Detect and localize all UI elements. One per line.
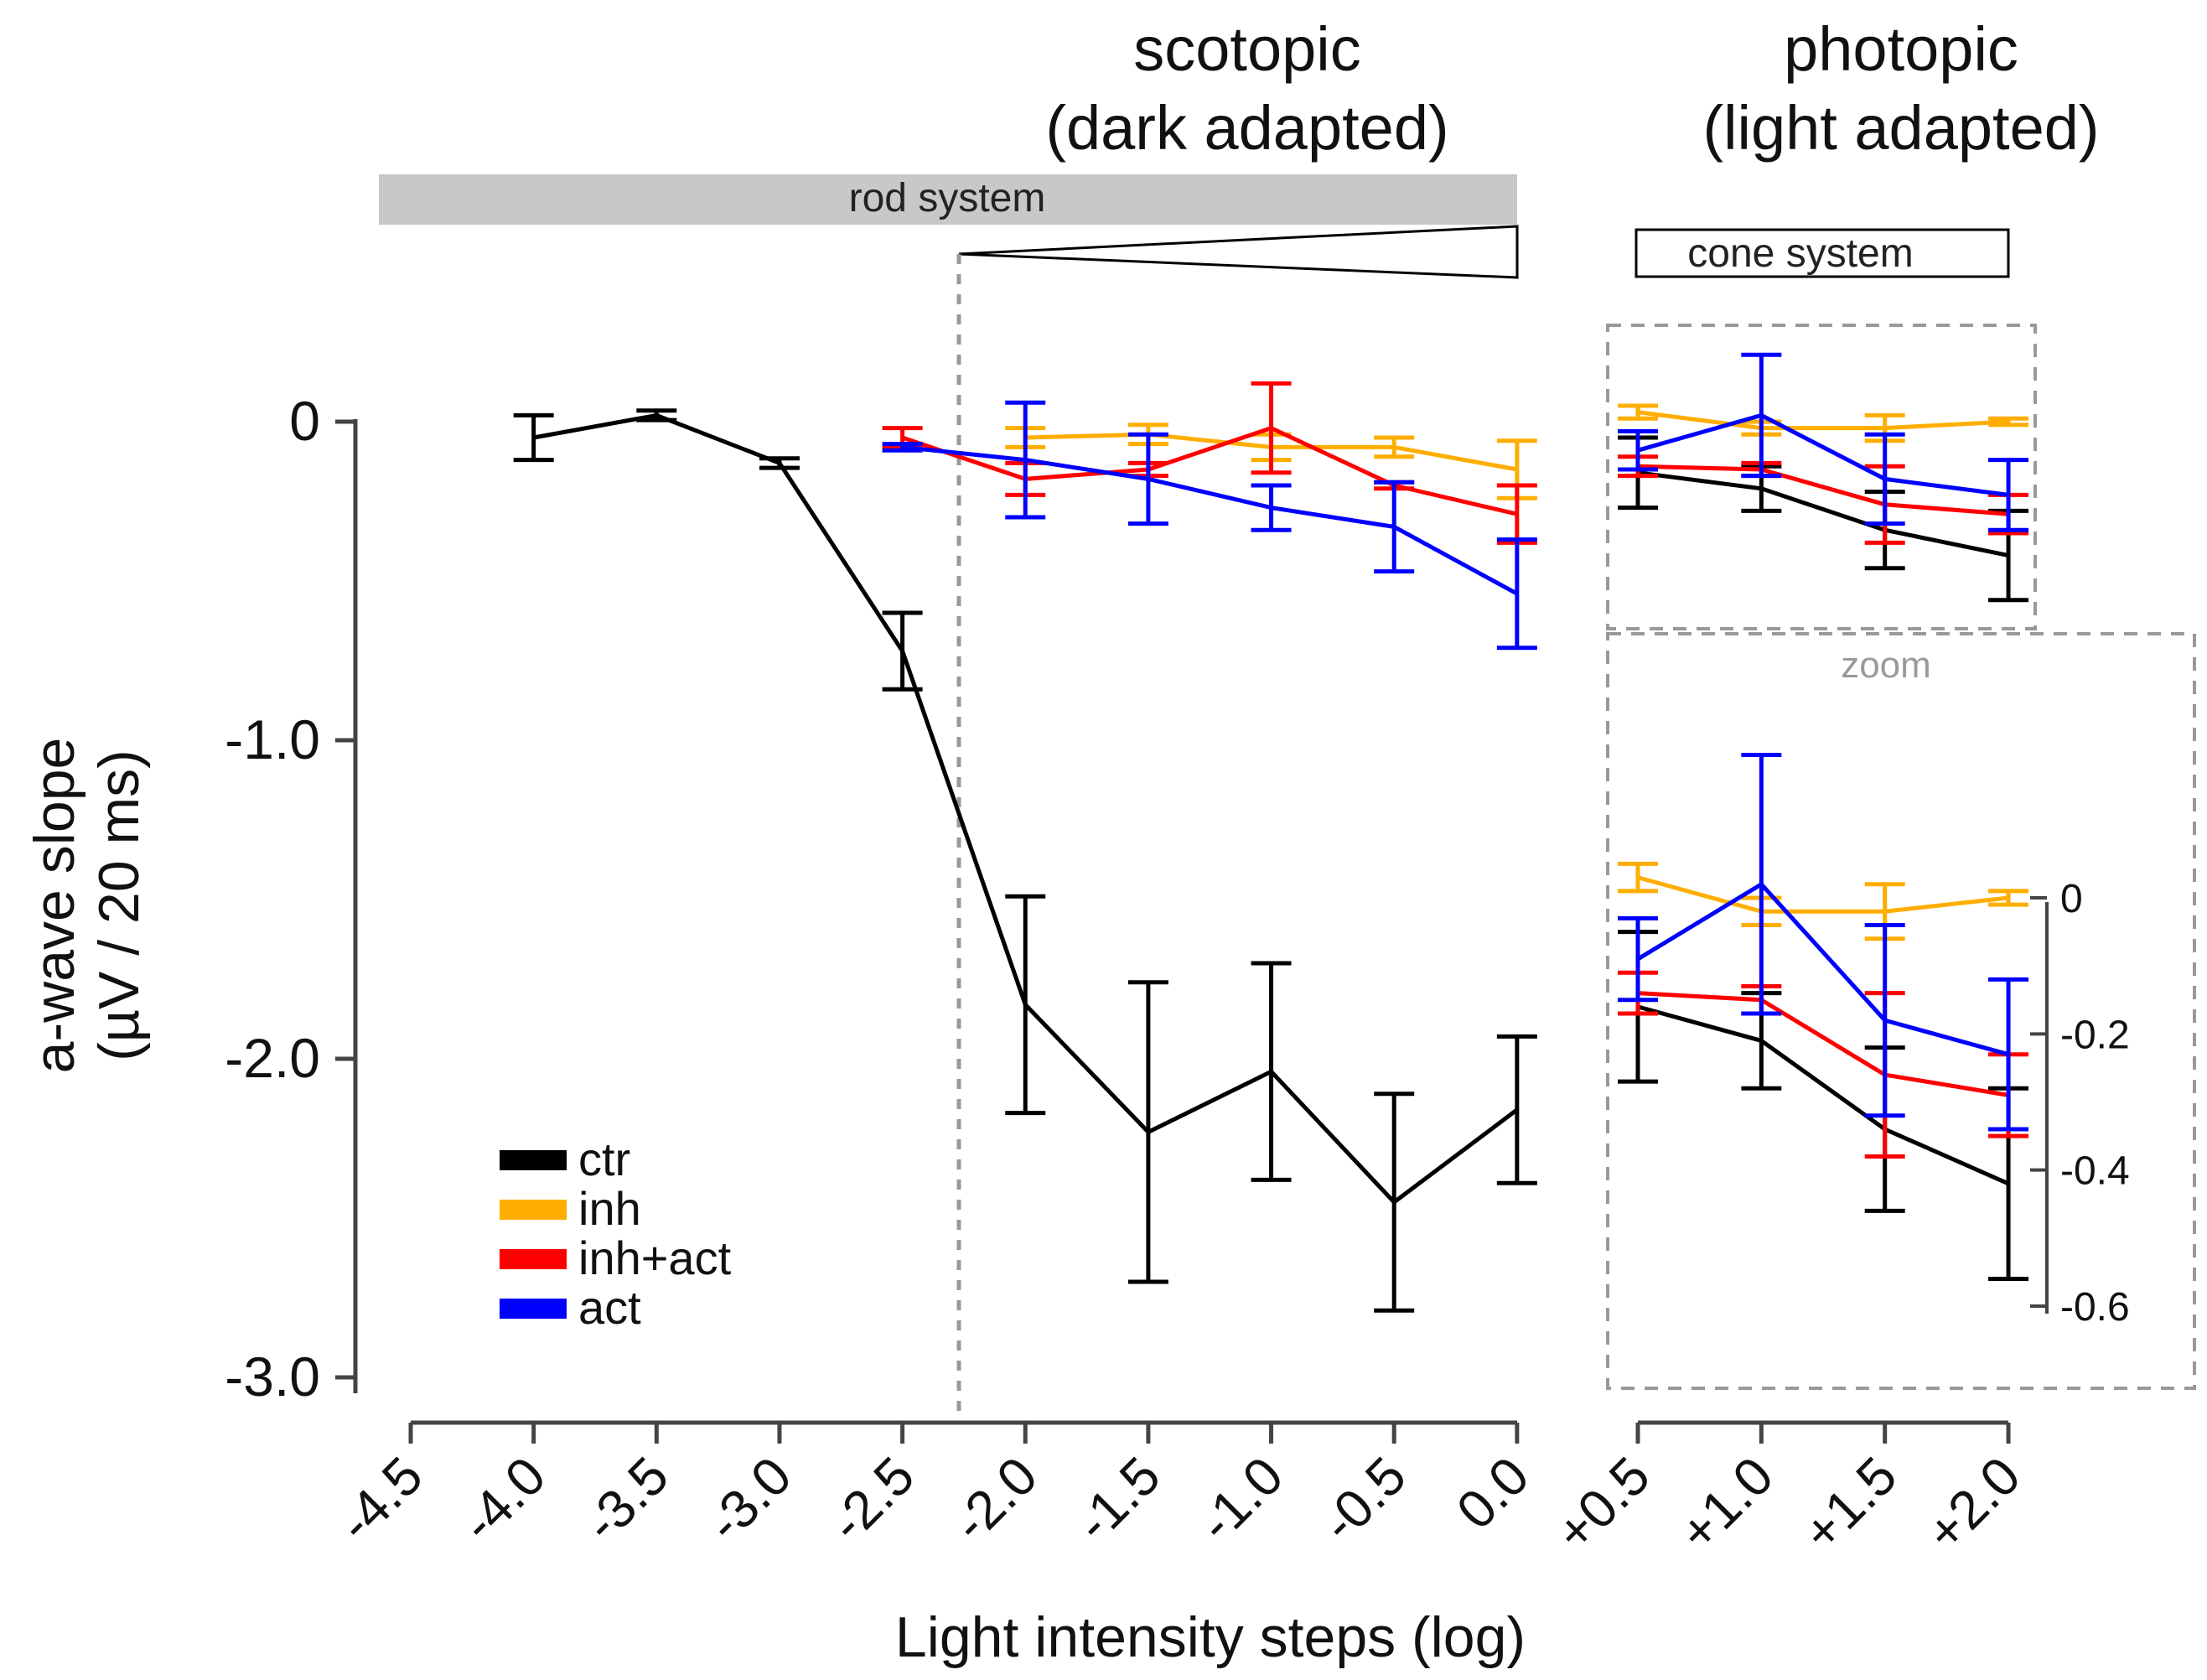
series-ctr-scotopic-errorbar xyxy=(1005,894,1046,1116)
x-tick-label: -2.0 xyxy=(940,1445,1049,1553)
zoom-y-ticks: 0 -0.2 -0.4 -0.6 xyxy=(2030,877,2130,1330)
photopic-title-line2: (light adapted) xyxy=(1702,93,2099,163)
series-ctr-scotopic-errorbar xyxy=(1251,961,1292,1182)
legend-label-inh: inh xyxy=(578,1182,641,1235)
y-tick-label: 0 xyxy=(289,390,320,452)
series-inh-zoom-errorbar xyxy=(1988,889,2029,907)
plot-zoom xyxy=(1618,753,2029,1282)
scotopic-title-line1: scotopic xyxy=(1133,14,1360,84)
legend-swatch-inh-plus-act xyxy=(500,1249,567,1269)
series-ctr-scotopic-errorbar xyxy=(1496,1034,1537,1185)
x-tick-label: -4.0 xyxy=(449,1445,557,1553)
x-tick-label: +0.5 xyxy=(1544,1445,1661,1563)
series-inh-photopic-errorbar xyxy=(1988,416,2029,428)
series-inh-plus-act-zoom-line xyxy=(1637,991,2009,1097)
series-ctr-scotopic-errorbar xyxy=(513,412,554,463)
plot-main xyxy=(513,352,2029,1313)
x-tick-label: -1.5 xyxy=(1064,1445,1172,1553)
rod-decline-wedge xyxy=(958,225,1519,279)
cone-system-label: cone system xyxy=(1687,231,1913,276)
x-axis-title: Light intensity steps (log) xyxy=(895,1605,1526,1669)
legend-label-act: act xyxy=(578,1281,641,1334)
x-tick-label: -2.5 xyxy=(818,1445,926,1553)
x-tick-label: +2.0 xyxy=(1914,1445,2032,1563)
series-ctr-scotopic-errorbar xyxy=(636,408,677,423)
series-inh-scotopic-errorbar xyxy=(1374,435,1415,459)
y-tick-label: -1.0 xyxy=(225,708,320,770)
y-axis-title-line1: a-wave slope xyxy=(23,738,86,1074)
x-tick-label: +1.0 xyxy=(1667,1445,1785,1563)
zoom-label: zoom xyxy=(1841,645,1931,686)
series-act-scotopic-line xyxy=(902,444,1519,596)
zoom-y-tick-label: -0.6 xyxy=(2060,1285,2130,1330)
axes xyxy=(353,419,2049,1425)
x-tick-label: -3.5 xyxy=(572,1445,680,1553)
series-act-scotopic-errorbar xyxy=(1005,400,1046,520)
series-inh-zoom-errorbar xyxy=(1618,861,1658,894)
series-act-zoom-line xyxy=(1636,882,2009,1057)
x-ticks: -4.5 -4.0 -3.5 -3.0 -2.5 -2.0 -1.5 -1.0 -0.5 0.0 +… xyxy=(326,1423,2032,1563)
y-axis-title-line2: (µV / 20 ms) xyxy=(87,749,151,1061)
series-act-scotopic-errorbar xyxy=(1496,537,1537,651)
zoom-y-tick-label: 0 xyxy=(2060,877,2083,921)
series-inh-zoom-line xyxy=(1637,875,2009,914)
series-act-scotopic-errorbar xyxy=(1127,432,1168,526)
series-act-photopic-errorbar xyxy=(1618,428,1658,472)
series-inh-plus-act-scotopic-errorbar xyxy=(1496,483,1537,545)
legend-label-inh-plus-act: inh+act xyxy=(578,1231,732,1284)
series-inh-plus-act-photopic-line xyxy=(1637,464,2009,516)
y-ticks: 0 -1.0 -2.0 -3.0 xyxy=(225,390,355,1408)
series-ctr-photopic-line xyxy=(1637,470,2009,558)
series-act-photopic-errorbar xyxy=(1864,432,1905,526)
rod-system-label: rod system xyxy=(849,176,1046,220)
legend-swatch-ctr xyxy=(500,1150,567,1170)
series-inh-photopic-line xyxy=(1637,410,2009,431)
series-act-scotopic-errorbar xyxy=(1251,483,1292,532)
series-inh-plus-act-scotopic-errorbar xyxy=(1251,381,1292,475)
series-act-scotopic-errorbar xyxy=(882,442,923,453)
photopic-region-box xyxy=(1606,324,2037,630)
y-tick-label: -3.0 xyxy=(225,1346,320,1408)
x-tick-label: -0.5 xyxy=(1309,1445,1417,1553)
zoom-y-tick-label: -0.2 xyxy=(2060,1013,2130,1057)
series-act-zoom-errorbar xyxy=(1988,977,2029,1132)
cone-system-band xyxy=(1635,228,2010,278)
x-tick-label: +1.5 xyxy=(1790,1445,1908,1563)
series-inh-plus-act-scotopic-line xyxy=(901,426,1518,516)
series-act-photopic-line xyxy=(1637,412,2009,497)
zoom-y-tick-label: -0.4 xyxy=(2060,1149,2130,1194)
x-tick-label: -3.0 xyxy=(695,1445,803,1553)
series-ctr-scotopic-errorbar xyxy=(1374,1091,1415,1313)
rod-system-band xyxy=(379,174,1517,225)
series-act-photopic-errorbar xyxy=(1741,352,1782,479)
series-act-scotopic-errorbar xyxy=(1374,480,1415,574)
x-tick-label: -4.5 xyxy=(326,1445,434,1553)
y-tick-label: -2.0 xyxy=(225,1027,320,1089)
series-ctr-zoom-line xyxy=(1637,1004,2010,1186)
series-ctr-scotopic-errorbar xyxy=(759,456,800,470)
zoom-box xyxy=(1606,632,2196,1390)
scotopic-title-line2: (dark adapted) xyxy=(1045,93,1448,163)
series-act-zoom-errorbar xyxy=(1741,753,1782,1016)
series-act-photopic-errorbar xyxy=(1988,458,2029,532)
series-ctr-scotopic-errorbar xyxy=(882,610,923,692)
series-act-zoom-errorbar xyxy=(1618,915,1658,1003)
photopic-title-line1: photopic xyxy=(1784,14,2018,84)
x-tick-label: 0.0 xyxy=(1445,1445,1541,1541)
legend-swatch-act xyxy=(500,1299,567,1319)
series-act-zoom-errorbar xyxy=(1864,922,1905,1118)
legend-label-ctr: ctr xyxy=(578,1133,630,1185)
x-tick-label: -1.0 xyxy=(1187,1445,1295,1553)
series-ctr-scotopic-errorbar xyxy=(1127,980,1168,1284)
series-inh-photopic-errorbar xyxy=(1618,403,1658,421)
legend-swatch-inh xyxy=(500,1200,567,1220)
